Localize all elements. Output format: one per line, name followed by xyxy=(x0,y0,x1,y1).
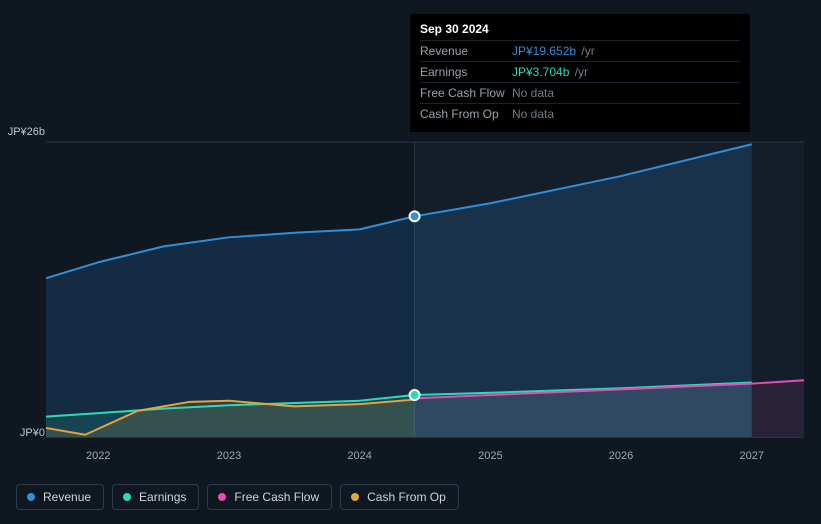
y-axis-tick-min: JP¥0 xyxy=(20,427,45,439)
chart-plot-area[interactable]: Past Analysts Forecasts xyxy=(46,142,804,438)
x-axis-tick: 2024 xyxy=(347,450,371,462)
tooltip-date: Sep 30 2024 xyxy=(420,20,740,38)
tooltip-row-value: No data xyxy=(512,105,554,123)
legend-item-label: Revenue xyxy=(43,490,91,504)
x-axis-tick: 2025 xyxy=(478,450,502,462)
x-axis: 2022 2023 2024 2025 2026 2027 xyxy=(46,450,804,470)
chart-container: JP¥26b JP¥0 Past Analysts Forecasts xyxy=(16,130,805,438)
legend-item-label: Cash From Op xyxy=(367,490,446,504)
tooltip-row-key: Cash From Op xyxy=(420,105,512,123)
legend-dot-icon xyxy=(218,493,226,501)
chart-svg xyxy=(46,142,804,437)
x-axis-tick: 2022 xyxy=(86,450,110,462)
tooltip-row-key: Earnings xyxy=(420,63,512,81)
tooltip-row: RevenueJP¥19.652b /yr xyxy=(420,40,740,61)
legend-dot-icon xyxy=(27,493,35,501)
legend-item-label: Earnings xyxy=(139,490,186,504)
tooltip-row-value: JP¥3.704b /yr xyxy=(512,63,588,81)
tooltip-row: EarningsJP¥3.704b /yr xyxy=(420,61,740,82)
x-axis-tick: 2027 xyxy=(739,450,763,462)
legend-item[interactable]: Free Cash Flow xyxy=(207,484,332,510)
tooltip-row: Free Cash FlowNo data xyxy=(420,82,740,103)
tooltip-row-value: No data xyxy=(512,84,554,102)
tooltip-row: Cash From OpNo data xyxy=(420,103,740,124)
legend-dot-icon xyxy=(351,493,359,501)
legend-item[interactable]: Revenue xyxy=(16,484,104,510)
legend-item[interactable]: Cash From Op xyxy=(340,484,459,510)
tooltip-row-key: Free Cash Flow xyxy=(420,84,512,102)
tooltip-row-key: Revenue xyxy=(420,42,512,60)
hover-tooltip: Sep 30 2024 RevenueJP¥19.652b /yrEarning… xyxy=(410,14,750,132)
legend: Revenue Earnings Free Cash Flow Cash From O… xyxy=(16,484,459,510)
x-axis-tick: 2023 xyxy=(217,450,241,462)
legend-item[interactable]: Earnings xyxy=(112,484,199,510)
tooltip-row-value: JP¥19.652b /yr xyxy=(512,42,595,60)
x-axis-tick: 2026 xyxy=(609,450,633,462)
legend-dot-icon xyxy=(123,493,131,501)
legend-item-label: Free Cash Flow xyxy=(234,490,319,504)
y-axis-tick-max: JP¥26b xyxy=(8,126,45,138)
